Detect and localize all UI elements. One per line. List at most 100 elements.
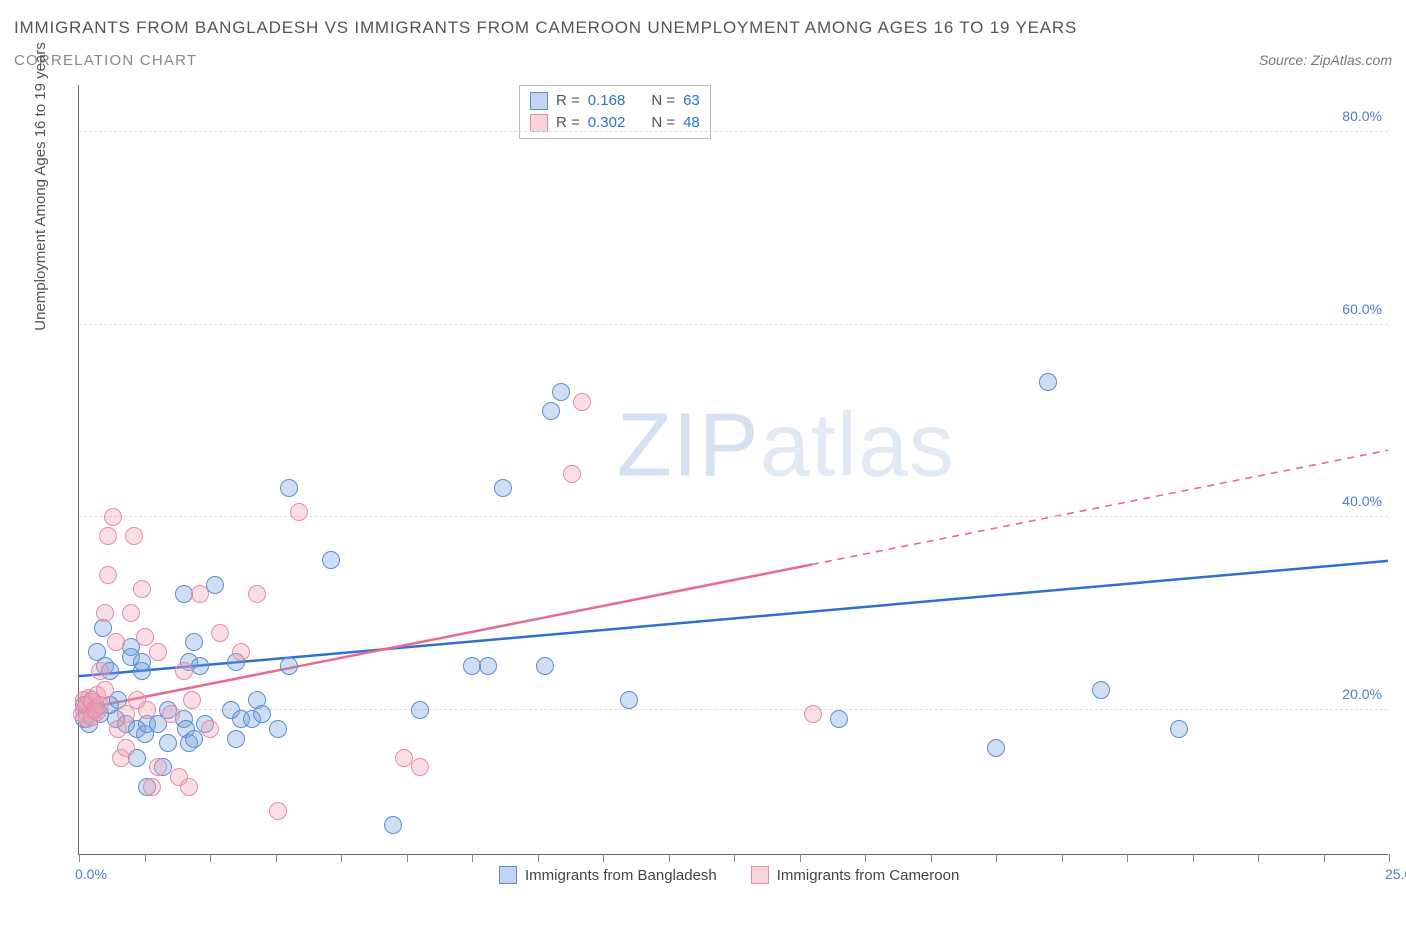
data-point (411, 701, 429, 719)
data-point (99, 566, 117, 584)
data-point (149, 758, 167, 776)
data-point (211, 624, 229, 642)
x-tick (865, 854, 866, 862)
data-point (175, 662, 193, 680)
data-point (620, 691, 638, 709)
x-tick (145, 854, 146, 862)
data-point (563, 465, 581, 483)
x-tick (472, 854, 473, 862)
source-credit: Source: ZipAtlas.com (1259, 52, 1392, 68)
data-point (384, 816, 402, 834)
data-point (122, 604, 140, 622)
x-tick-label: 25.0% (1385, 866, 1406, 882)
watermark-atlas: atlas (760, 396, 955, 496)
data-point (1092, 681, 1110, 699)
data-point (227, 730, 245, 748)
x-tick (79, 854, 80, 862)
legend-r-value: 0.168 (588, 90, 626, 112)
y-axis-title: Unemployment Among Ages 16 to 19 years (32, 42, 49, 331)
data-point (269, 802, 287, 820)
data-point (99, 527, 117, 545)
x-tick (341, 854, 342, 862)
data-point (117, 739, 135, 757)
data-point (96, 604, 114, 622)
data-point (162, 705, 180, 723)
x-tick (669, 854, 670, 862)
x-tick-label: 0.0% (75, 866, 107, 882)
y-tick-label: 80.0% (1342, 108, 1382, 124)
data-point (143, 778, 161, 796)
data-point (149, 643, 167, 661)
x-tick (276, 854, 277, 862)
data-point (269, 720, 287, 738)
data-point (133, 653, 151, 671)
y-tick-label: 20.0% (1342, 686, 1382, 702)
data-point (280, 479, 298, 497)
data-point (125, 527, 143, 545)
data-point (191, 657, 209, 675)
x-tick (538, 854, 539, 862)
data-point (830, 710, 848, 728)
y-tick-label: 40.0% (1342, 493, 1382, 509)
data-point (290, 503, 308, 521)
data-point (136, 628, 154, 646)
data-point (183, 691, 201, 709)
data-point (232, 643, 250, 661)
x-tick (1324, 854, 1325, 862)
data-point (411, 758, 429, 776)
x-tick (1258, 854, 1259, 862)
data-point (96, 681, 114, 699)
data-point (180, 778, 198, 796)
data-point (104, 508, 122, 526)
data-point (91, 662, 109, 680)
data-point (1039, 373, 1057, 391)
subtitle-row: CORRELATION CHART Source: ZipAtlas.com (14, 52, 1392, 69)
legend-series-label: Immigrants from Bangladesh (525, 867, 717, 884)
x-tick (603, 854, 604, 862)
grid-line (79, 131, 1388, 132)
x-tick (407, 854, 408, 862)
data-point (1170, 720, 1188, 738)
x-tick (931, 854, 932, 862)
correlation-chart: Unemployment Among Ages 16 to 19 years Z… (10, 75, 1396, 895)
grid-line (79, 324, 1388, 325)
legend-swatch (530, 114, 548, 132)
legend-stat-row: R =0.168N =63 (530, 90, 700, 112)
data-point (552, 383, 570, 401)
legend-series-item: Immigrants from Cameroon (751, 866, 960, 884)
legend-series: Immigrants from Bangladesh Immigrants fro… (499, 866, 959, 884)
grid-line (79, 709, 1388, 710)
data-point (280, 657, 298, 675)
trend-lines (79, 85, 1388, 854)
chart-title: IMMIGRANTS FROM BANGLADESH VS IMMIGRANTS… (14, 18, 1396, 38)
data-point (133, 580, 151, 598)
x-tick (210, 854, 211, 862)
legend-swatch (499, 866, 517, 884)
x-tick (734, 854, 735, 862)
data-point (494, 479, 512, 497)
data-point (322, 551, 340, 569)
data-point (107, 633, 125, 651)
grid-line (79, 516, 1388, 517)
data-point (536, 657, 554, 675)
x-tick (1389, 854, 1390, 862)
data-point (253, 705, 271, 723)
legend-r-label: R = (556, 90, 580, 112)
data-point (987, 739, 1005, 757)
legend-swatch (530, 92, 548, 110)
data-point (185, 633, 203, 651)
data-point (542, 402, 560, 420)
data-point (191, 585, 209, 603)
plot-area: ZIPatlas R =0.168N =63R =0.302N =48 Immi… (78, 85, 1388, 855)
legend-swatch (751, 866, 769, 884)
legend-series-item: Immigrants from Bangladesh (499, 866, 717, 884)
x-tick (1127, 854, 1128, 862)
data-point (159, 734, 177, 752)
data-point (206, 576, 224, 594)
watermark: ZIPatlas (617, 395, 955, 498)
data-point (479, 657, 497, 675)
y-tick-label: 60.0% (1342, 301, 1382, 317)
x-tick (1193, 854, 1194, 862)
x-tick (996, 854, 997, 862)
data-point (248, 585, 266, 603)
